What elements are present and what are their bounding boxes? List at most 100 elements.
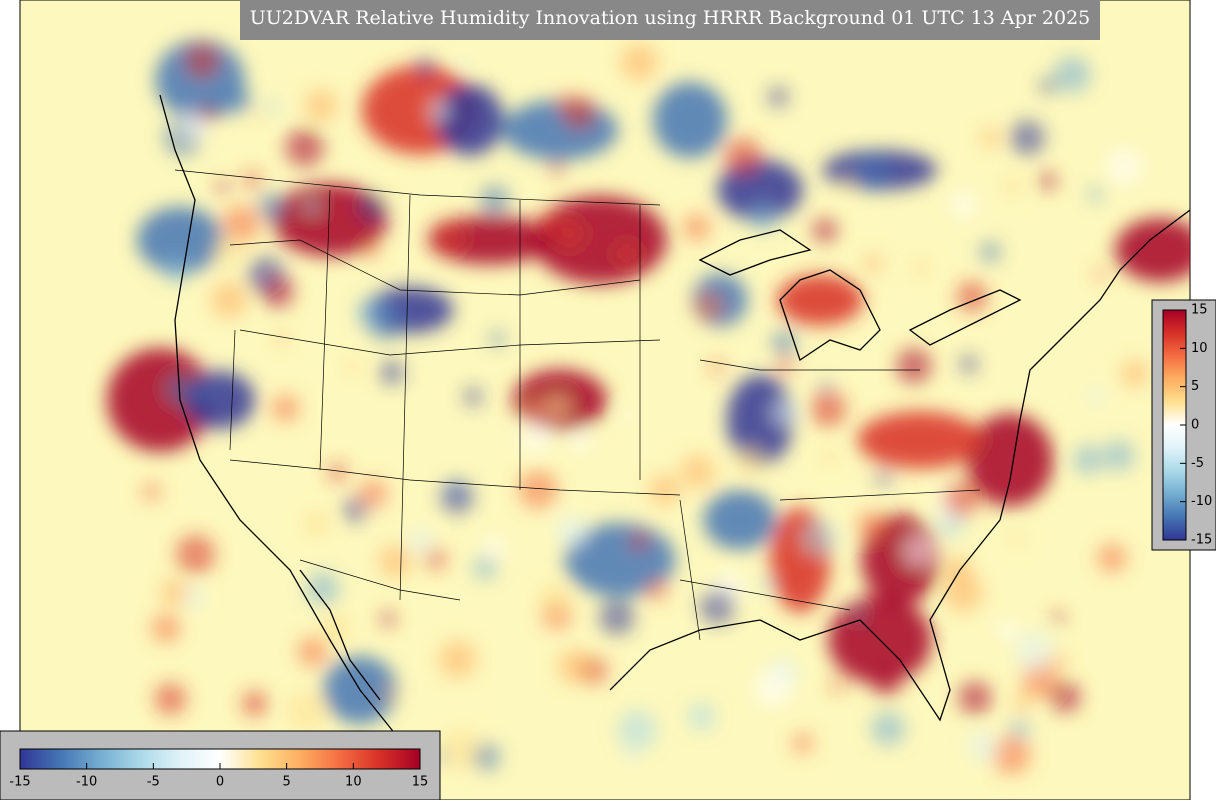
humidity-blob [617,710,657,750]
humidity-blob [479,185,510,216]
humidity-blob [771,399,799,427]
humidity-blob [363,242,380,259]
humidity-blob [599,599,635,635]
humidity-blob [683,213,711,241]
humidity-blob [472,743,500,771]
tick-label: -10 [76,775,97,790]
humidity-blob [1073,444,1103,475]
humidity-blob [380,611,396,627]
humidity-blob [155,40,245,120]
humidity-blob [481,535,506,560]
humidity-blob [949,191,978,220]
humidity-blob [440,480,474,514]
humidity-blob [623,748,638,763]
humidity-blob [136,206,224,274]
border-lines [174,169,981,641]
humidity-blob [272,183,388,257]
map-title: UU2DVAR Relative Humidity Innovation usi… [250,7,1091,29]
humidity-blob [536,212,560,236]
humidity-blob [851,607,864,620]
humidity-blob [271,394,300,423]
humidity-blob [344,357,362,375]
humidity-blob [613,240,640,267]
humidity-blob [997,618,1018,640]
coastlines [159,94,1190,741]
humidity-blob [569,429,593,453]
tick-label: 10 [345,775,362,790]
humidity-blob [297,636,329,667]
humidity-blob [749,203,778,232]
humidity-blob [842,174,858,191]
humidity-blob [408,528,433,553]
humidity-blob [379,360,405,385]
humidity-blob [1038,172,1057,191]
humidity-blob [275,331,289,345]
state-borders [174,169,981,641]
humidity-blob [980,241,1001,263]
humidity-blob [776,274,864,326]
humidity-blob [1009,719,1030,740]
humidity-blob [154,682,187,716]
humidity-blob [649,474,681,506]
humidity-blob [378,544,412,578]
colorbar-ticks: 15 10 5 0 -5 -10 -15 -15 -10 -5 0 5 10 15 [9,303,1212,790]
tick-label: -5 [1191,456,1204,471]
humidity-blob [441,729,482,770]
humidity-blob [680,454,715,489]
humidity-blob [179,110,210,141]
great-lakes [779,269,881,362]
humidity-blob [726,374,794,466]
title-box [240,0,1100,40]
humidity-blob [810,390,847,428]
humidity-blob [302,510,330,538]
humidity-blob [257,192,287,222]
field-layer [106,40,1190,775]
great-lakes [908,289,1022,346]
humidity-blob [382,687,397,701]
humidity-blob [1087,388,1105,407]
humidity-blob [305,89,338,122]
humidity-blob [225,87,253,115]
humidity-blob [903,534,936,567]
humidity-blob [724,137,762,176]
humidity-blob [544,394,570,421]
humidity-blob [463,387,483,406]
humidity-blob [319,612,352,644]
humidity-blob [771,330,797,355]
humidity-blob [792,733,814,754]
humidity-blob [191,381,215,405]
humidity-blob [687,702,716,731]
humidity-blob [415,57,435,77]
humidity-blob [777,357,794,373]
tick-label: -15 [1191,533,1212,548]
humidity-blob [711,361,724,374]
humidity-blob [428,100,452,123]
tick-label: -15 [9,775,30,790]
humidity-blob [539,583,571,615]
humidity-blob [853,153,891,191]
humidity-blob [1014,631,1055,672]
humidity-blob [175,534,216,575]
humidity-blob [518,469,558,509]
east-coast [609,209,1190,722]
humidity-blob [549,160,564,175]
humidity-blob [620,43,659,81]
humidity-blob [652,82,728,158]
humidity-blob [519,420,553,454]
humidity-blob [735,446,766,477]
tick-label: 0 [216,775,224,790]
humidity-blob [981,128,1001,148]
humidity-blob [343,498,368,522]
humidity-blob [630,531,649,551]
tick-label: 0 [1191,418,1199,433]
humidity-blob [1053,56,1091,94]
humidity-blob [992,735,1031,775]
humidity-blob [184,43,220,79]
humidity-blob [819,380,832,393]
humidity-blob [943,481,980,517]
tick-label: -10 [1191,494,1212,509]
humidity-blob [557,649,593,684]
humidity-blob [943,572,983,613]
humidity-blob [1049,681,1081,713]
